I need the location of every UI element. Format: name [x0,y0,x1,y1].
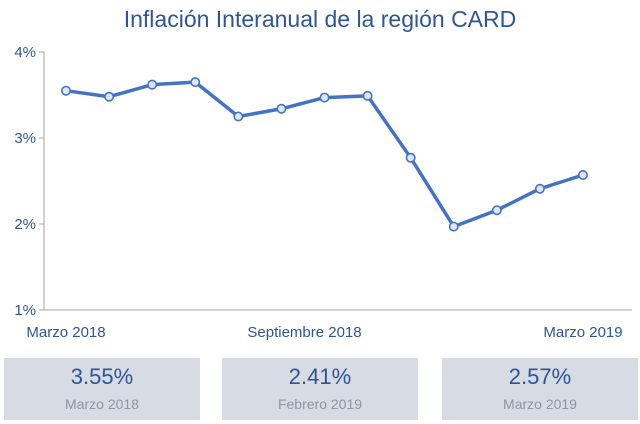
chart-title: Inflación Interanual de la región CARD [123,6,517,32]
summary-card-march-2019: 2.57% Marzo 2019 [442,358,638,420]
data-point [276,103,287,114]
y-tick-label: 4% [14,44,36,61]
x-tick-label: Marzo 2018 [26,324,105,341]
data-point [104,91,115,102]
data-point [190,77,201,88]
data-point [405,152,416,163]
card-value: 2.57% [508,364,572,389]
x-tick-label: Marzo 2019 [543,324,622,341]
summary-cards: 3.55% Marzo 2018 2.41% Febrero 2019 2.57… [0,358,640,420]
card-label: Marzo 2019 [503,396,577,412]
data-point [319,92,330,103]
x-tick-label: Septiembre 2018 [247,324,361,341]
card-value: 3.55% [70,364,134,389]
card-label: Febrero 2019 [277,396,363,412]
data-point [147,79,158,90]
data-point [60,85,71,96]
y-tick-label: 1% [14,302,36,319]
series-line [65,80,584,229]
card-label: Marzo 2018 [65,396,139,412]
data-point [448,221,459,232]
summary-card-february-2019: 2.41% Febrero 2019 [222,358,418,420]
line-chart: 1% 2% 3% 4% Marzo 2018 Septiembre 2018 Marzo 2… [14,44,632,341]
data-point [577,169,588,180]
data-point [534,183,545,194]
y-tick-label: 3% [14,130,36,147]
data-point [362,90,373,101]
summary-card-march-2018: 3.55% Marzo 2018 [4,358,200,420]
card-value: 2.41% [288,364,352,389]
y-tick-label: 2% [14,216,36,233]
data-point [491,205,502,216]
data-point [233,111,244,122]
